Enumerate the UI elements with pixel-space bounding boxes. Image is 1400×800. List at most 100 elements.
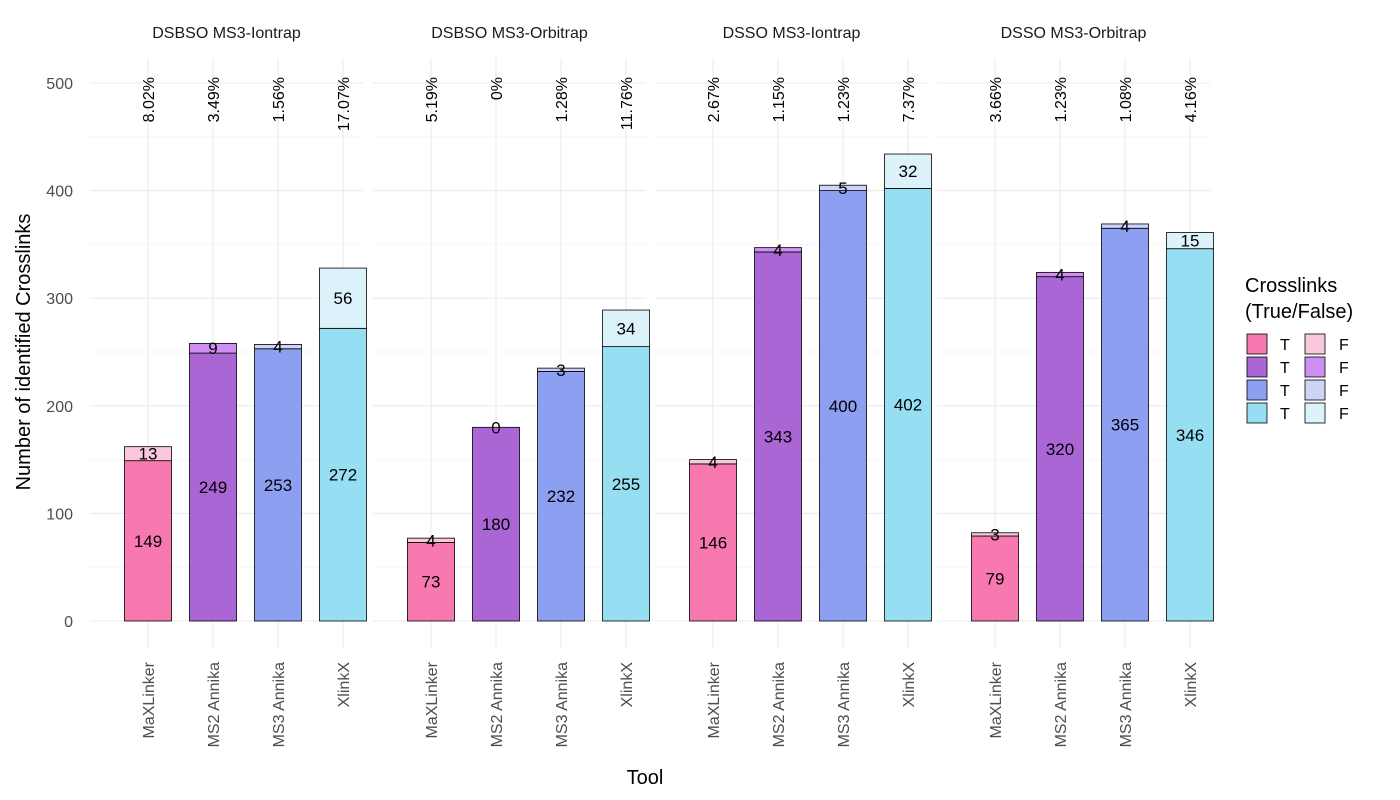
bar-label-false: 4 (773, 241, 782, 260)
x-tick-label: MaXLinker (988, 661, 1005, 738)
x-tick-label: MS2 Annika (206, 662, 223, 747)
bar-label-false: 13 (139, 445, 158, 464)
bar-label-true: 180 (482, 515, 510, 534)
percent-label: 1.23% (836, 77, 853, 122)
facet-title: DSSO MS3-Iontrap (723, 25, 861, 42)
bar-label-false: 9 (208, 339, 217, 358)
bar-true (124, 460, 172, 622)
y-tick-label: 200 (46, 399, 73, 416)
y-axis-title: Number of identified Crosslinks (13, 214, 35, 491)
legend-label-true: T (1280, 360, 1290, 377)
bar-false (1166, 232, 1214, 250)
bar-false (537, 367, 585, 372)
legend-label-false: F (1339, 360, 1349, 377)
legend-key-true (1246, 402, 1268, 424)
percent-label: 3.49% (206, 77, 223, 122)
percent-label: 8.02% (141, 77, 158, 122)
x-tick-label: XlinkX (1183, 662, 1200, 708)
x-axis: MaXLinker MS2 Annika MS3 Annika XlinkX MaXLi… (141, 661, 1200, 747)
legend-key-true (1246, 356, 1268, 378)
percent-label: 2.67% (706, 77, 723, 122)
x-tick-label: XlinkX (901, 662, 918, 708)
legend-key-false (1304, 356, 1326, 378)
y-tick-label: 300 (46, 291, 73, 308)
bar-true (884, 188, 932, 622)
bar-true (689, 463, 737, 622)
bar-false (689, 459, 737, 465)
bar-true (754, 251, 802, 622)
x-tick-label: MS3 Annika (554, 662, 571, 747)
bar-label-true: 400 (829, 397, 857, 416)
bar-true (472, 426, 520, 622)
bar-false (319, 267, 367, 329)
x-tick-label: MS3 Annika (271, 662, 288, 747)
legend: Crosslinks (True/False) T F T F T F T F (1245, 275, 1353, 424)
bar-label-false: 4 (708, 453, 717, 472)
bar-label-true: 343 (764, 427, 792, 446)
bar-false (407, 537, 455, 543)
bar-label-true: 320 (1046, 440, 1074, 459)
bar-false (602, 309, 650, 348)
bar-label-true: 255 (612, 475, 640, 494)
bar-label-false: 15 (1181, 232, 1200, 251)
percent-label: 5.19% (424, 77, 441, 122)
bar-false (1036, 271, 1084, 278)
legend-key-false (1304, 402, 1326, 424)
legend-label-true: T (1280, 383, 1290, 400)
bar-label-false: 3 (990, 525, 999, 544)
facet-title: DSBSO MS3-Orbitrap (431, 25, 588, 42)
y-tick-label: 100 (46, 506, 73, 523)
legend-key-true (1246, 333, 1268, 355)
bar-label-true: 365 (1111, 416, 1139, 435)
legend-label-true: T (1280, 406, 1290, 423)
percent-label: 1.28% (554, 77, 571, 122)
y-tick-label: 500 (46, 76, 73, 93)
y-tick-label: 0 (64, 614, 73, 631)
bar-false (884, 153, 932, 189)
bar-label-false: 4 (1055, 266, 1064, 285)
legend-label-false: F (1339, 383, 1349, 400)
bar-true (602, 346, 650, 622)
bar-label-false: 4 (1120, 217, 1129, 236)
x-tick-label: XlinkX (336, 662, 353, 708)
bar-true (1101, 227, 1149, 622)
legend-key-true (1246, 379, 1268, 401)
bar-label-true: 253 (264, 476, 292, 495)
x-tick-label: MS3 Annika (1118, 662, 1135, 747)
percent-label: 1.15% (771, 77, 788, 122)
bar-label-true: 272 (329, 466, 357, 485)
legend-title: Crosslinks (1245, 275, 1337, 297)
facet-title: DSSO MS3-Orbitrap (1001, 25, 1147, 42)
bar-true (1036, 276, 1084, 622)
x-tick-label: MaXLinker (424, 661, 441, 738)
bar-true (819, 190, 867, 622)
bar-label-false: 3 (556, 361, 565, 380)
x-tick-label: MS2 Annika (489, 662, 506, 747)
percent-label: 1.23% (1053, 77, 1070, 122)
percent-label: 1.56% (271, 77, 288, 122)
bar-label-false: 4 (273, 338, 282, 357)
percent-label: 0% (489, 77, 506, 100)
bar-false (754, 247, 802, 253)
x-tick-label: MS3 Annika (836, 662, 853, 747)
bar-false (971, 532, 1019, 537)
bar-false (819, 184, 867, 192)
percent-label: 1.08% (1118, 77, 1135, 122)
bar-label-true: 232 (547, 487, 575, 506)
legend-label-false: F (1339, 406, 1349, 423)
bar-label-false: 0 (491, 418, 500, 437)
bar-label-true: 79 (986, 569, 1005, 588)
bars (124, 153, 1214, 622)
legend-label-true: T (1280, 337, 1290, 354)
bar-true (537, 370, 585, 622)
y-axis: 0 100 200 300 400 500 (46, 76, 73, 631)
legend-title: (True/False) (1245, 301, 1353, 323)
bar-label-false: 4 (426, 531, 435, 550)
x-tick-label: MS2 Annika (1053, 662, 1070, 747)
percent-label: 11.76% (619, 77, 636, 130)
x-axis-title: Tool (627, 767, 664, 789)
facet-strips: DSBSO MS3-Iontrap DSBSO MS3-Orbitrap DSSO … (152, 25, 1146, 42)
legend-key-false (1304, 379, 1326, 401)
bar-true (254, 348, 302, 622)
